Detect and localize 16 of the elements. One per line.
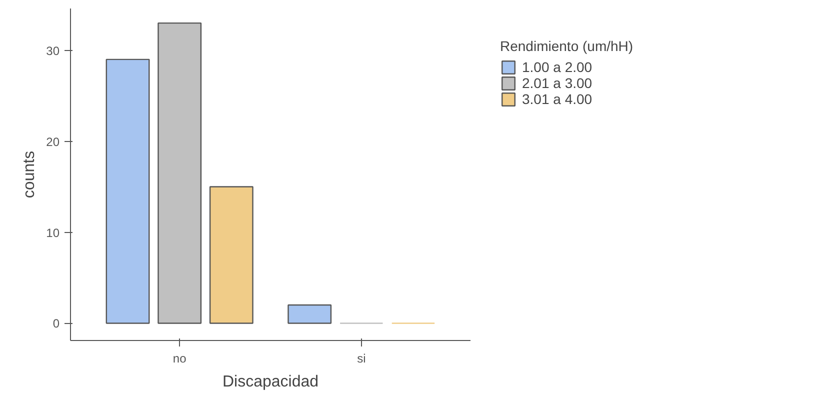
legend-title: Rendimiento (um/hH) xyxy=(500,38,634,54)
legend-label: 1.00 a 2.00 xyxy=(522,59,592,75)
x-tick-label: si xyxy=(357,352,366,366)
x-axis-title: Discapacidad xyxy=(222,374,319,390)
y-tick-label: 30 xyxy=(46,44,60,58)
bar xyxy=(158,22,202,324)
bar xyxy=(209,186,254,324)
legend-label: 2.01 a 3.00 xyxy=(522,75,592,91)
y-tick-label: 20 xyxy=(46,134,60,149)
y-tick-label: 0 xyxy=(52,316,60,331)
y-tick-label: 10 xyxy=(46,226,60,240)
bar xyxy=(106,58,150,324)
x-tick-label: no xyxy=(172,352,187,366)
legend-label: 3.01 a 4.00 xyxy=(522,91,592,107)
y-axis-title: counts xyxy=(21,150,38,198)
bar xyxy=(288,304,332,324)
